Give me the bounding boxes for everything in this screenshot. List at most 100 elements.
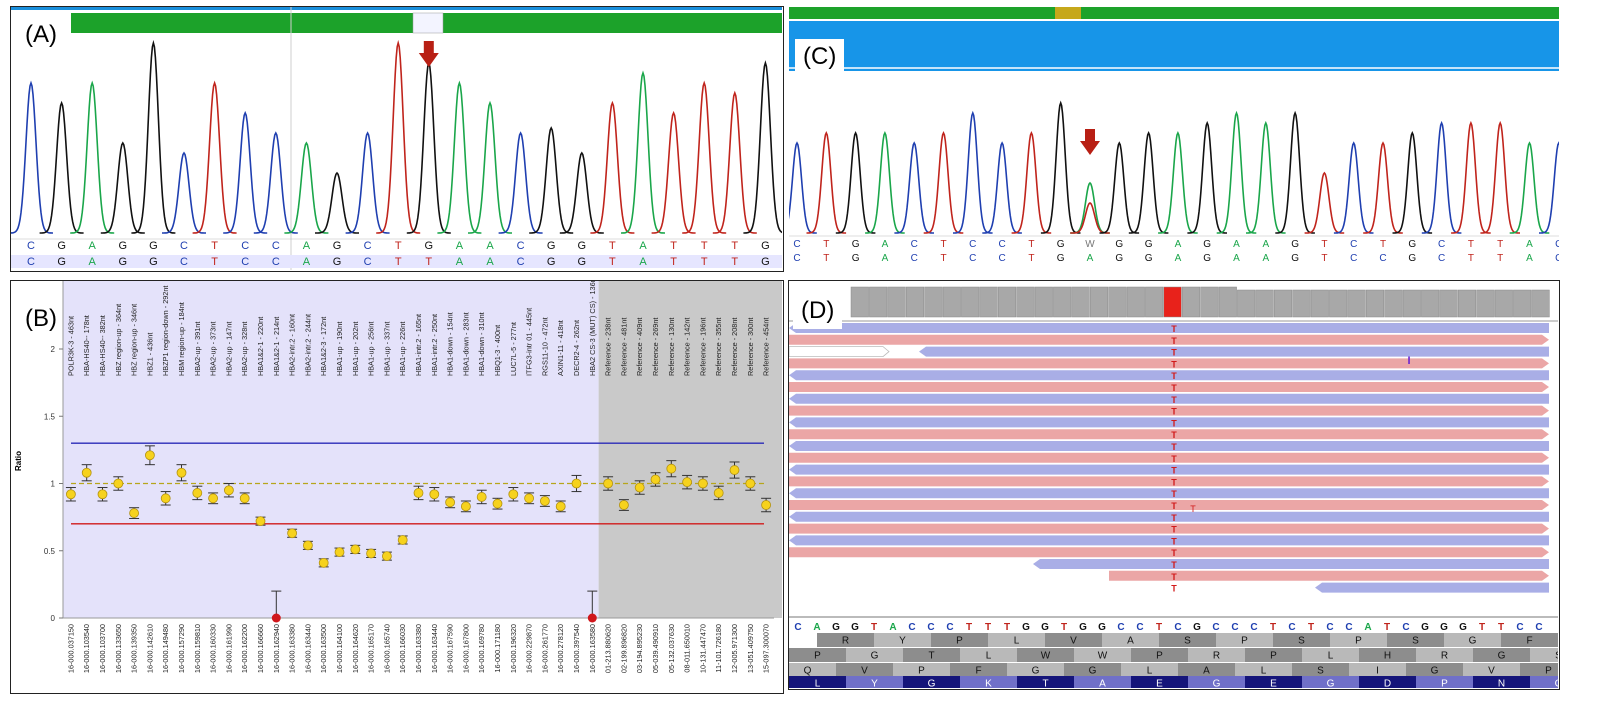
- reference-base-label: A: [1262, 253, 1269, 264]
- trace-peak: [1216, 110, 1257, 234]
- trace-peak-heterozygous-a: [1070, 181, 1110, 234]
- reference-base-label: C: [969, 253, 976, 264]
- reference-base-label: T: [609, 256, 616, 268]
- reference-base-label: G: [1203, 253, 1211, 264]
- coverage-bar: [1089, 286, 1109, 318]
- translation-frame-3-cell: [950, 663, 1007, 677]
- data-point: [698, 478, 708, 489]
- base-call-label: G: [578, 240, 587, 252]
- base-call-label: T: [670, 240, 677, 252]
- translation-frame-4-amino-acid: E: [1270, 679, 1277, 689]
- read-bar-reverse: [789, 441, 1549, 451]
- read-bar-reverse: [789, 370, 1549, 381]
- data-point: [603, 478, 613, 489]
- reference-sequence-base: G: [1041, 622, 1049, 633]
- translation-frame-3-amino-acid: F: [975, 666, 981, 677]
- data-point: [429, 489, 440, 500]
- probe-name-label: Reference - 409nt: [635, 318, 644, 376]
- read-bar-forward: [789, 405, 1549, 416]
- probe-name-label: AXIN1-11 - 418nt: [556, 320, 565, 376]
- reference-base-label: A: [1175, 253, 1182, 264]
- probe-name-label: HBZ region-up - 364nt: [114, 304, 123, 376]
- y-tick-label: 2: [51, 345, 56, 354]
- base-call-label: A: [639, 240, 647, 252]
- base-call-label: A: [1526, 239, 1533, 250]
- base-call-label: T: [609, 240, 616, 252]
- reference-sequence-base: G: [1193, 622, 1201, 633]
- translation-frame-3-amino-acid: G: [1089, 666, 1097, 677]
- mismatch-base-label: T: [1171, 584, 1177, 594]
- probe-position-label: 05-132.037630: [667, 624, 676, 673]
- probe-position-label: 16-000.261770: [540, 624, 549, 673]
- coverage-bar: [997, 286, 1017, 318]
- translation-frame-2-cell: [1473, 648, 1530, 662]
- reference-base-label: C: [180, 256, 188, 268]
- data-point: [729, 465, 740, 475]
- translation-frame-4-amino-acid: A: [1099, 679, 1106, 689]
- reference-sequence-base: C: [908, 622, 915, 633]
- reference-base-label: G: [149, 256, 158, 268]
- translation-frame-2-amino-acid: P: [1156, 651, 1163, 662]
- probe-position-label: 16-000.196320: [509, 624, 518, 673]
- reference-sequence-base: T: [1308, 622, 1314, 633]
- translation-frame-1-cell: [988, 633, 1045, 647]
- base-call-label: G: [57, 240, 66, 252]
- reference-sequence-base: G: [1440, 622, 1448, 633]
- data-point: [619, 500, 629, 510]
- base-call-label: T: [1497, 239, 1503, 250]
- reference-base-label: G: [119, 256, 128, 268]
- trace-peak: [1158, 131, 1198, 234]
- probe-name-label: ITFG3-intr 01 - 445nt: [525, 308, 534, 376]
- mismatch-base-label: T: [1171, 336, 1177, 346]
- base-call-label: T: [1380, 239, 1386, 250]
- translation-frame-4-cell: [1131, 676, 1188, 688]
- reference-sequence-base: A: [813, 622, 820, 633]
- coverage-bar: [1365, 289, 1385, 318]
- base-call-label: A: [1262, 239, 1269, 250]
- probe-name-label: HBA1-up - 202nt: [351, 322, 360, 376]
- coverage-bar: [1439, 289, 1458, 318]
- data-point: [350, 544, 361, 555]
- panel-c-label: (C): [795, 39, 845, 75]
- trace-peak: [1451, 120, 1491, 234]
- base-call-label: T: [823, 239, 829, 250]
- mutation-arrow-icon: [418, 41, 439, 67]
- reference-base-label: T: [395, 256, 402, 268]
- probe-position-label: 16-000.164620: [351, 624, 360, 673]
- probe-name-label: HBA2-up - 147nt: [224, 322, 233, 376]
- reference-sequence-base: C: [1231, 622, 1238, 633]
- data-point: [524, 493, 534, 504]
- read-bar-forward: [789, 547, 1549, 558]
- data-point: [113, 478, 124, 489]
- coverage-bar: [1237, 289, 1256, 318]
- reference-sequence-base: T: [1384, 622, 1390, 633]
- reference-sequence-base: G: [1459, 622, 1467, 633]
- translation-frame-2-cell: [903, 648, 960, 662]
- translation-frame-1-cell: [874, 633, 931, 647]
- reference-sequence-base: C: [1326, 622, 1333, 633]
- translation-frame-1-amino-acid: Y: [899, 636, 906, 647]
- probe-name-label: HBA1-intr.2 - 250nt: [430, 314, 439, 376]
- reference-sequence-base: C: [1288, 622, 1295, 633]
- translation-frame-3-cell: [1121, 663, 1178, 677]
- data-point: [366, 548, 377, 559]
- base-call-label: G: [1057, 239, 1065, 250]
- coverage-bar: [1053, 286, 1072, 318]
- probe-name-label: HBA-HS40-- 382nt: [98, 315, 107, 376]
- probe-name-label: HBA-HS40-- 178nt: [82, 315, 91, 376]
- probe-position-label: 16-000.142610: [145, 624, 154, 673]
- probe-position-label: 16-000.139350: [130, 624, 139, 673]
- probe-position-label: 16-000.163580: [588, 624, 597, 673]
- data-point: [144, 450, 155, 461]
- translation-frame-4-amino-acid: G: [1555, 679, 1558, 689]
- trace-peak: [1304, 171, 1345, 234]
- base-call-label: T: [395, 240, 402, 252]
- translation-frame-2-cell: [1074, 648, 1131, 662]
- mlpa-ratio-chart: 0 0.5 1 1.5 2 Ratio POLR3K-3 - 463nt 16-000.037…: [14, 281, 782, 673]
- translation-frame-2-amino-acid: R: [1441, 651, 1448, 662]
- reference-sequence-base: C: [1250, 622, 1257, 633]
- translation-frame-1-amino-acid: P: [1241, 636, 1248, 647]
- base-call-label: G: [761, 240, 770, 252]
